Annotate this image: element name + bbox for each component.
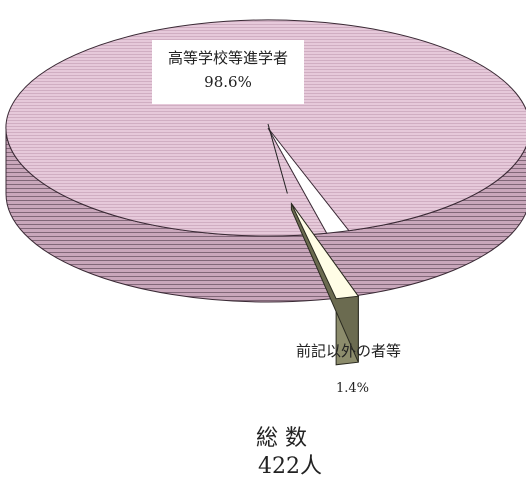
major-leader-line: [267, 123, 288, 194]
minor-slice-name: 前記以外の者等: [296, 342, 402, 360]
major-slice-top: [5, 19, 526, 237]
major-slice-name: 高等学校等進学者: [167, 49, 288, 67]
total-title: 総 数: [256, 426, 307, 451]
major-slice-label: 高等学校等進学者 98.6%: [152, 40, 304, 104]
minor-slice-percent: 1.4%: [336, 381, 370, 396]
minor-slice-top: [290, 203, 360, 300]
total-value: 422人: [258, 454, 322, 479]
major-slice-percent: 98.6%: [204, 73, 252, 91]
